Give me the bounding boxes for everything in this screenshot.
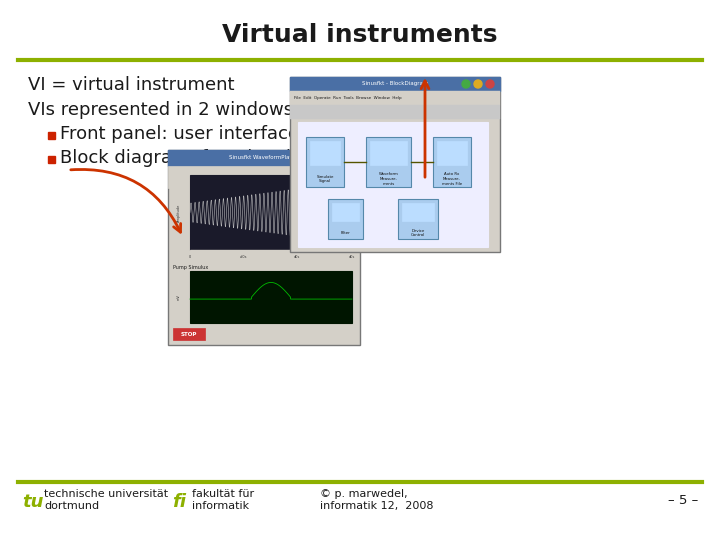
Text: Waveform
Measure-
ments: Waveform Measure- ments bbox=[379, 172, 398, 186]
Bar bbox=[173, 328, 205, 340]
Bar bbox=[437, 141, 467, 165]
Bar bbox=[170, 175, 188, 250]
FancyBboxPatch shape bbox=[306, 137, 344, 187]
Text: d0s: d0s bbox=[348, 255, 355, 259]
Bar bbox=[332, 203, 359, 221]
Text: Pump Simulux: Pump Simulux bbox=[173, 265, 208, 269]
FancyBboxPatch shape bbox=[433, 137, 471, 187]
Text: Amplitude: Amplitude bbox=[177, 204, 181, 222]
Bar bbox=[190, 250, 352, 263]
Text: STOP: STOP bbox=[181, 332, 197, 336]
Text: Filter: Filter bbox=[341, 231, 351, 235]
Text: .d0s: .d0s bbox=[240, 255, 247, 259]
Bar bbox=[290, 91, 500, 105]
Text: informatik: informatik bbox=[192, 501, 249, 511]
Bar bbox=[310, 141, 340, 165]
Text: tu: tu bbox=[22, 493, 43, 511]
Text: – 5 –: – 5 – bbox=[667, 494, 698, 507]
Text: Sinusfkt - BlockDiagram: Sinusfkt - BlockDiagram bbox=[361, 82, 428, 86]
Bar bbox=[370, 141, 407, 165]
Bar bbox=[290, 77, 500, 91]
Text: Front panel: user interface: Front panel: user interface bbox=[60, 125, 299, 143]
FancyBboxPatch shape bbox=[366, 137, 411, 187]
FancyArrowPatch shape bbox=[421, 81, 429, 177]
Bar bbox=[168, 150, 360, 345]
Text: 0: 0 bbox=[189, 255, 191, 259]
Text: File  Edit  Operate  Run  Tools  Browse  Window  Help: File Edit Operate Run Tools Browse Windo… bbox=[294, 96, 402, 100]
Bar bbox=[190, 175, 352, 250]
Text: Device
Control: Device Control bbox=[411, 229, 426, 237]
FancyArrowPatch shape bbox=[71, 170, 181, 232]
Bar bbox=[290, 105, 500, 119]
Text: mV: mV bbox=[177, 294, 181, 300]
Bar bbox=[402, 203, 434, 221]
Text: Block diagram: functionality of the system: Block diagram: functionality of the syst… bbox=[60, 149, 443, 167]
Text: informatik 12,  2008: informatik 12, 2008 bbox=[320, 501, 433, 511]
FancyBboxPatch shape bbox=[398, 199, 438, 239]
Text: VI = virtual instrument: VI = virtual instrument bbox=[28, 76, 235, 94]
Bar bbox=[168, 150, 360, 166]
Bar bbox=[298, 122, 488, 247]
Bar bbox=[190, 271, 352, 323]
Text: Auto Rx
Measure-
ments File: Auto Rx Measure- ments File bbox=[442, 172, 462, 186]
Circle shape bbox=[486, 80, 494, 88]
Bar bbox=[48, 132, 55, 139]
Bar bbox=[168, 166, 360, 188]
Circle shape bbox=[474, 80, 482, 88]
Text: d0s: d0s bbox=[294, 255, 300, 259]
Text: fi: fi bbox=[172, 493, 186, 511]
Text: Simulate
Signal: Simulate Signal bbox=[316, 175, 333, 183]
Bar bbox=[290, 77, 500, 252]
Circle shape bbox=[462, 80, 470, 88]
Text: Virtual instruments: Virtual instruments bbox=[222, 23, 498, 47]
Text: technische universität: technische universität bbox=[44, 489, 168, 499]
Text: © p. marwedel,: © p. marwedel, bbox=[320, 489, 408, 499]
Text: dortmund: dortmund bbox=[44, 501, 99, 511]
Text: Sinusfkt WaveformPlayer: Sinusfkt WaveformPlayer bbox=[229, 156, 299, 160]
Bar bbox=[48, 156, 55, 163]
FancyBboxPatch shape bbox=[328, 199, 363, 239]
Text: fakultät für: fakultät für bbox=[192, 489, 254, 499]
Text: VIs represented in 2 windows:: VIs represented in 2 windows: bbox=[28, 101, 300, 119]
